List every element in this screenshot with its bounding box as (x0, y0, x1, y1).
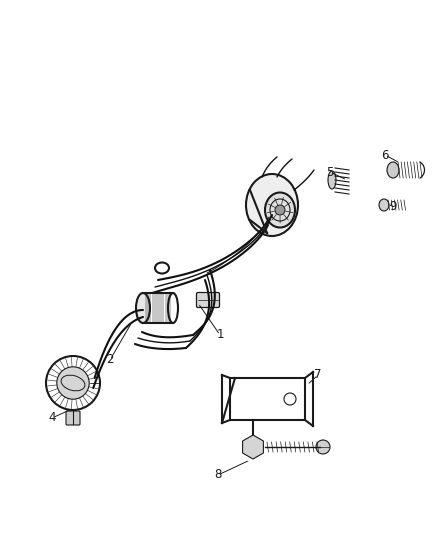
Text: 5: 5 (325, 166, 333, 179)
Ellipse shape (327, 171, 335, 189)
FancyBboxPatch shape (66, 411, 80, 425)
Text: 7: 7 (314, 368, 321, 382)
Ellipse shape (265, 192, 294, 228)
Circle shape (274, 205, 284, 215)
Text: 4: 4 (48, 411, 56, 424)
Text: 9: 9 (389, 200, 396, 214)
Ellipse shape (136, 293, 150, 323)
Text: 2: 2 (106, 353, 113, 367)
Ellipse shape (378, 199, 388, 211)
Text: 1: 1 (216, 328, 223, 342)
Circle shape (283, 393, 295, 405)
Ellipse shape (315, 440, 329, 454)
Bar (230, 378, 304, 420)
Text: 6: 6 (380, 149, 388, 161)
Ellipse shape (245, 174, 297, 236)
Ellipse shape (155, 262, 169, 273)
Circle shape (57, 367, 89, 399)
Polygon shape (242, 435, 263, 459)
Text: 8: 8 (214, 469, 221, 481)
FancyBboxPatch shape (196, 293, 219, 308)
Ellipse shape (386, 162, 398, 178)
